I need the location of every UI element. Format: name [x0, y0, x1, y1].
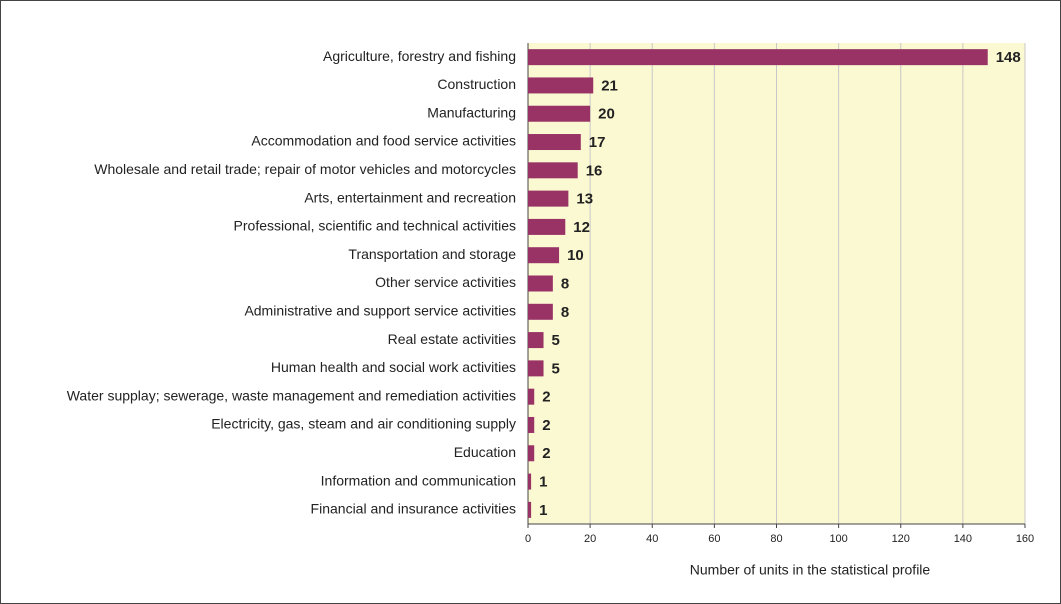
value-label: 1: [539, 502, 547, 519]
bar: [528, 445, 535, 462]
y-tick-label: Water supplay; sewerage, waste managemen…: [67, 387, 516, 403]
value-label: 5: [552, 360, 560, 377]
x-tick-label: 40: [646, 533, 658, 545]
bar: [528, 105, 591, 122]
bar: [528, 218, 566, 235]
value-label: 8: [561, 304, 569, 321]
bar: [528, 501, 532, 518]
x-tick-label: 160: [1016, 533, 1034, 545]
value-label: 12: [573, 219, 590, 236]
value-label: 13: [576, 191, 593, 208]
x-tick-label: 60: [708, 533, 720, 545]
bar: [528, 473, 532, 490]
x-axis-label: Number of units in the statistical profi…: [690, 562, 931, 578]
y-tick-label: Professional, scientific and technical a…: [234, 218, 516, 234]
bar: [528, 360, 544, 377]
bar: [528, 134, 581, 151]
y-tick-label: Wholesale and retail trade; repair of mo…: [94, 161, 516, 177]
y-tick-label: Agriculture, forestry and fishing: [323, 48, 516, 64]
bar: [528, 190, 569, 207]
x-tick-label: 80: [770, 533, 782, 545]
x-tick-label: 100: [829, 533, 847, 545]
value-label: 2: [542, 417, 550, 434]
bar: [528, 77, 594, 94]
y-tick-label: Accommodation and food service activitie…: [251, 133, 516, 149]
y-tick-label: Construction: [437, 76, 516, 92]
value-label: 20: [598, 106, 615, 123]
value-label: 8: [561, 275, 569, 292]
value-label: 10: [567, 247, 584, 264]
x-tick-label: 0: [525, 533, 531, 545]
bar: [528, 162, 578, 179]
y-tick-label: Human health and social work activities: [271, 359, 516, 375]
value-label: 21: [601, 77, 618, 94]
bar: [528, 303, 553, 320]
y-tick-label: Administrative and support service activ…: [244, 302, 516, 318]
y-tick-label: Financial and insurance activities: [311, 501, 516, 517]
value-label: 148: [996, 49, 1021, 66]
y-tick-label: Real estate activities: [388, 331, 516, 347]
value-label: 5: [552, 332, 560, 349]
value-label: 17: [589, 134, 606, 151]
y-tick-label: Transportation and storage: [348, 246, 516, 262]
value-label: 1: [539, 474, 547, 491]
x-tick-label: 140: [954, 533, 972, 545]
bar: [528, 332, 544, 349]
x-tick-label: 120: [892, 533, 910, 545]
value-label: 2: [542, 389, 550, 406]
bar: [528, 275, 553, 292]
x-tick-label: 20: [584, 533, 596, 545]
bar: [528, 49, 988, 66]
y-tick-label: Electricity, gas, steam and air conditio…: [211, 416, 516, 432]
y-tick-label: Manufacturing: [427, 104, 516, 120]
y-tick-label: Other service activities: [375, 274, 516, 290]
bar: [528, 416, 535, 433]
bar: [528, 388, 535, 405]
bar: [528, 247, 560, 264]
y-tick-label: Information and communication: [321, 472, 516, 488]
value-label: 2: [542, 445, 550, 462]
value-label: 16: [586, 162, 603, 179]
y-tick-label: Arts, entertainment and recreation: [304, 189, 516, 205]
y-tick-label: Education: [454, 444, 516, 460]
